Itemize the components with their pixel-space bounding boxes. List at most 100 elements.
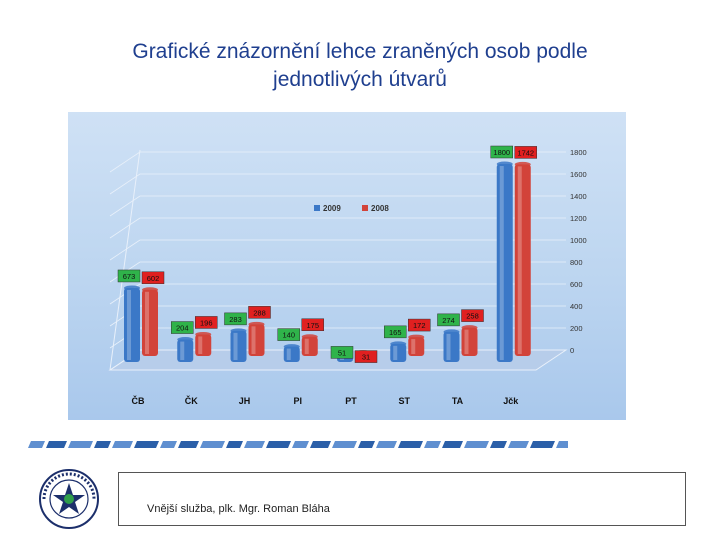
data-label: 140 bbox=[282, 331, 295, 340]
y-tick-label: 800 bbox=[570, 258, 583, 267]
gridline-side bbox=[109, 217, 141, 239]
x-tick-label: Jčk bbox=[503, 396, 519, 406]
stripe-segment bbox=[266, 441, 291, 448]
data-label: 204 bbox=[176, 324, 189, 333]
bar bbox=[461, 327, 478, 356]
bar bbox=[301, 336, 318, 356]
bar-highlight bbox=[464, 329, 469, 354]
bar bbox=[124, 287, 140, 362]
data-label-box bbox=[330, 346, 354, 359]
x-tick-label: ČB bbox=[132, 395, 145, 406]
bar bbox=[230, 330, 247, 362]
bar-top bbox=[390, 341, 407, 347]
stripe-segment bbox=[490, 441, 507, 448]
stripe-segment bbox=[292, 441, 309, 448]
stripe-segment bbox=[530, 441, 555, 448]
bar-highlight bbox=[251, 326, 256, 354]
footer-box: Vnější služba, plk. Mgr. Roman Bláha bbox=[118, 472, 686, 526]
title-line-2: jednotlivých útvarů bbox=[273, 68, 447, 91]
data-label-box bbox=[117, 269, 141, 283]
stripe-segment bbox=[134, 441, 159, 448]
stripe-segment bbox=[508, 441, 529, 448]
x-tick-label: PI bbox=[293, 396, 302, 406]
stripe-segment bbox=[68, 441, 93, 448]
bar-highlight bbox=[145, 291, 149, 354]
data-label: 51 bbox=[338, 348, 346, 357]
stripe-segment bbox=[178, 441, 199, 448]
data-label: 602 bbox=[147, 274, 160, 283]
data-label-box bbox=[354, 350, 378, 363]
bar-highlight bbox=[446, 333, 451, 360]
bar-highlight bbox=[180, 341, 185, 360]
data-label-box bbox=[514, 146, 537, 159]
bar-highlight bbox=[499, 166, 504, 360]
legend-swatch bbox=[314, 205, 320, 211]
x-tick-label: JH bbox=[239, 396, 251, 406]
data-label-box bbox=[490, 145, 513, 159]
bar-top bbox=[461, 325, 478, 331]
bar-highlight bbox=[393, 345, 398, 360]
bar-top bbox=[177, 337, 194, 343]
bar-top bbox=[124, 285, 140, 291]
page-title: Grafické znázornění lehce zraněných osob… bbox=[40, 38, 680, 94]
data-label-box bbox=[171, 321, 194, 334]
stripe-segment bbox=[46, 441, 67, 448]
x-tick-label: ČK bbox=[185, 395, 198, 406]
data-label: 196 bbox=[200, 318, 213, 327]
data-label-box bbox=[461, 309, 484, 322]
stripe-segment bbox=[556, 441, 568, 448]
legend-label: 2009 bbox=[323, 204, 341, 213]
stripe-segment bbox=[398, 441, 423, 448]
stripe-segment bbox=[310, 441, 331, 448]
bar-highlight bbox=[517, 166, 522, 354]
data-label-box bbox=[195, 316, 218, 329]
x-tick-label: TA bbox=[452, 396, 464, 406]
bar-top bbox=[195, 331, 212, 337]
bar-top bbox=[142, 287, 158, 293]
gridline-side bbox=[109, 173, 141, 195]
y-tick-label: 200 bbox=[570, 324, 583, 333]
data-label-box bbox=[301, 318, 324, 331]
stripe-segment bbox=[200, 441, 225, 448]
stripe-segment bbox=[464, 441, 489, 448]
bar bbox=[408, 337, 425, 356]
data-label-box bbox=[384, 325, 407, 339]
stripe-segment bbox=[244, 441, 265, 448]
data-label-box bbox=[437, 313, 460, 327]
y-tick-label: 1600 bbox=[570, 170, 587, 179]
bar-top bbox=[248, 321, 265, 327]
y-tick-label: 1000 bbox=[570, 236, 587, 245]
bar bbox=[283, 346, 300, 362]
data-label: 288 bbox=[253, 308, 266, 317]
bar bbox=[496, 164, 513, 362]
data-label: 274 bbox=[442, 316, 455, 325]
bar bbox=[142, 289, 158, 356]
x-tick-label: ST bbox=[398, 396, 410, 406]
data-label-box bbox=[408, 318, 431, 332]
police-logo bbox=[38, 468, 100, 530]
chart-panel: 0 200 400 600 800 1000 1200 1400 1600 1800 2009 200… bbox=[68, 112, 626, 420]
y-tick-label: 1400 bbox=[570, 192, 587, 201]
stripe-segment bbox=[226, 441, 243, 448]
data-label-box bbox=[277, 328, 300, 341]
stripe-segment bbox=[332, 441, 357, 448]
stripe-segment bbox=[442, 441, 463, 448]
y-tick-label: 600 bbox=[570, 280, 583, 289]
stripe-segment bbox=[376, 441, 397, 448]
data-label: 165 bbox=[389, 328, 402, 337]
stripe-segment bbox=[112, 441, 133, 448]
stripe-segment bbox=[358, 441, 375, 448]
bar bbox=[390, 343, 407, 362]
bar-highlight bbox=[411, 339, 416, 354]
bar bbox=[443, 331, 460, 362]
title-line-1: Grafické znázornění lehce zraněných osob… bbox=[132, 40, 588, 63]
bar-top bbox=[496, 161, 513, 167]
bar-top bbox=[443, 329, 460, 335]
stripe-segment bbox=[28, 441, 45, 448]
data-label: 31 bbox=[362, 353, 370, 362]
bar-highlight bbox=[304, 338, 309, 354]
y-tick-label: 1200 bbox=[570, 214, 587, 223]
bar-top bbox=[283, 344, 300, 350]
bar bbox=[177, 339, 194, 362]
data-label: 175 bbox=[306, 321, 319, 330]
